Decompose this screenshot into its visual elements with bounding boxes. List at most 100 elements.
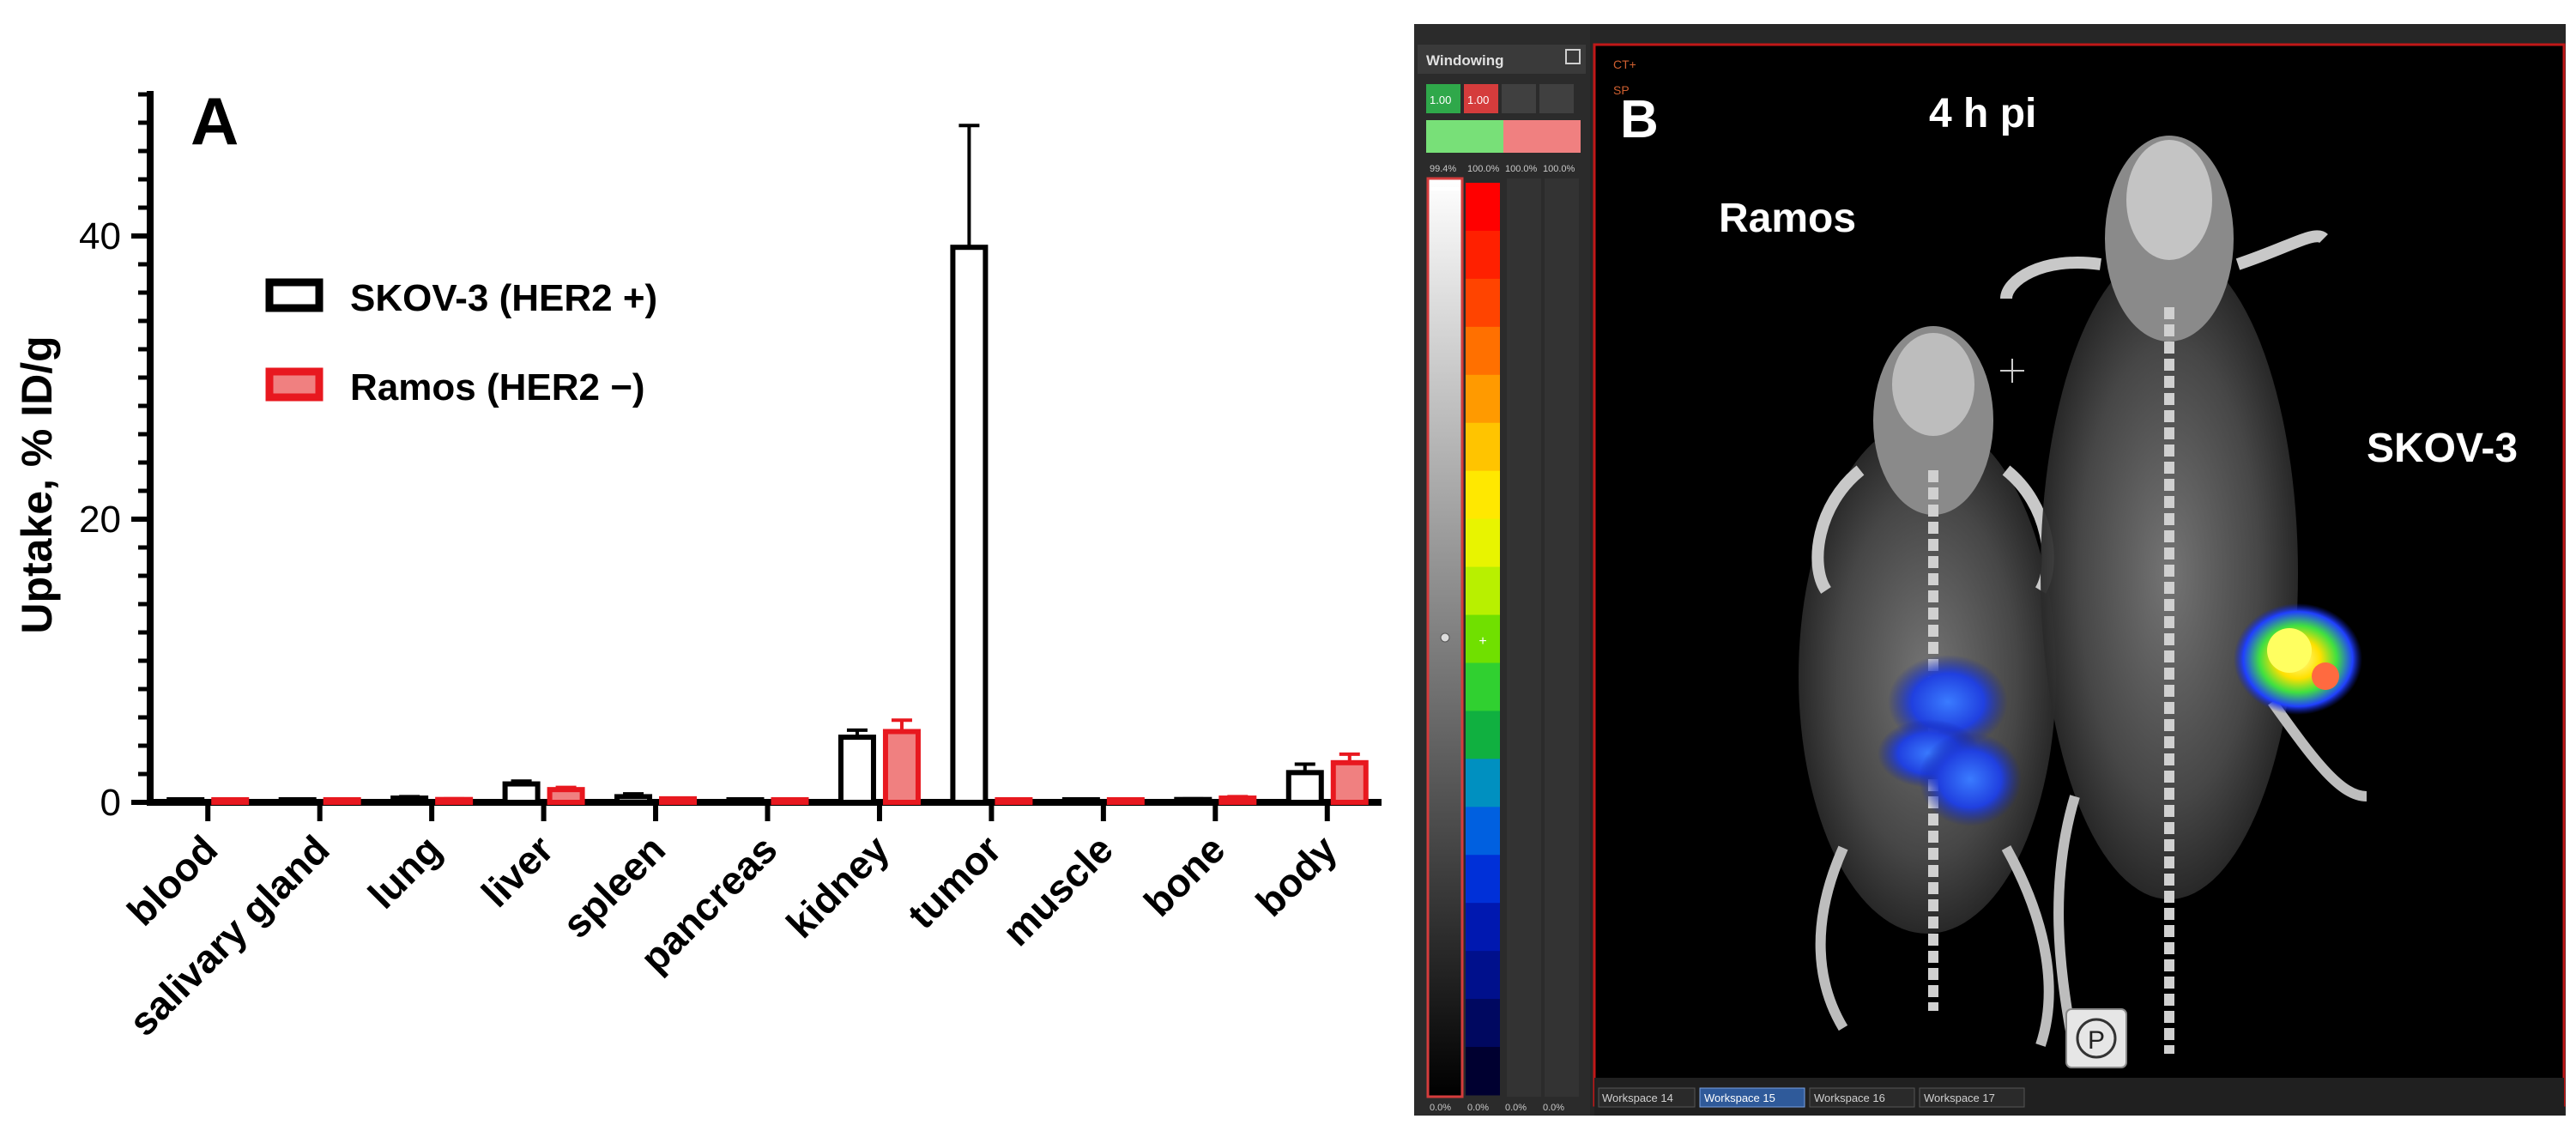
- scale-top-2: 100.0%: [1467, 164, 1500, 174]
- rainbow-scale-band: [1466, 566, 1500, 616]
- workspace-tab-16[interactable]: Workspace 16: [1809, 1087, 1915, 1108]
- bar-ramos: [1330, 759, 1369, 805]
- rainbow-scale-band: [1466, 807, 1500, 856]
- scale-bottom-labels: 0.0% 0.0% 0.0% 0.0%: [1430, 1103, 1564, 1113]
- y-tick-label: 40: [79, 215, 121, 257]
- rainbow-scale-band: [1466, 278, 1500, 328]
- bar-skov3: [1285, 770, 1324, 805]
- rainbow-scale-band: [1466, 951, 1500, 1000]
- x-tick-label: bone: [1135, 826, 1233, 924]
- panel-label-a: A: [190, 83, 239, 159]
- x-tick-label: tumor: [899, 826, 1010, 937]
- scale-bottom-2: 0.0%: [1467, 1103, 1489, 1113]
- p-button[interactable]: P: [2065, 1008, 2127, 1068]
- window-value-red: 1.00: [1467, 94, 1489, 106]
- y-axis-label: Uptake, % ID/g: [13, 336, 61, 633]
- legend-swatch-skov3: [265, 278, 324, 312]
- workspace-tab-label: Workspace 17: [1924, 1092, 1995, 1104]
- bar-ramos: [323, 797, 361, 805]
- bar-ramos: [771, 797, 809, 805]
- gray-scale-handle[interactable]: [1440, 632, 1450, 643]
- bar-ramos: [211, 797, 250, 805]
- x-tick-label: salivary gland: [120, 826, 338, 1044]
- mouse-ramos-image: [1799, 326, 2056, 1047]
- scale-bottom-4: 0.0%: [1543, 1103, 1564, 1113]
- scale-bottom-3: 0.0%: [1505, 1103, 1527, 1113]
- bar-series: [166, 124, 1369, 806]
- workspace-tab-15[interactable]: Workspace 15: [1699, 1087, 1805, 1108]
- empty-scale-3: [1507, 178, 1541, 1097]
- rainbow-color-scale[interactable]: +: [1466, 183, 1500, 1096]
- y-axis: 0 20 40: [79, 91, 154, 824]
- rainbow-scale-band: [1466, 855, 1500, 904]
- rainbow-scale-band: [1466, 662, 1500, 711]
- bar-skov3: [1061, 797, 1100, 805]
- workspace-tab-17[interactable]: Workspace 17: [1919, 1087, 2025, 1108]
- bar-skov3: [166, 797, 205, 805]
- mouse-skov3-image: [2000, 136, 2367, 1055]
- empty-scale-4: [1545, 178, 1579, 1097]
- window-button-3[interactable]: [1502, 84, 1536, 113]
- scale-top-4: 100.0%: [1543, 164, 1575, 174]
- rainbow-scale-handle-icon[interactable]: +: [1478, 634, 1486, 649]
- bar-skov3: [1174, 796, 1212, 806]
- rainbow-scale-band: [1466, 374, 1500, 424]
- x-tick-label: muscle: [994, 826, 1122, 954]
- window-range-green[interactable]: [1426, 120, 1503, 153]
- p-button-label: P: [2088, 1026, 2105, 1055]
- window-value-green: 1.00: [1430, 94, 1451, 106]
- bar-skov3: [950, 245, 989, 805]
- bar-ramos: [547, 787, 585, 806]
- bar-skov3: [502, 781, 541, 805]
- bar-ramos: [1106, 797, 1145, 805]
- workspace-tab-label: Workspace 14: [1602, 1092, 1673, 1104]
- workspace-tab-14[interactable]: Workspace 14: [1598, 1087, 1696, 1108]
- rainbow-scale-band: [1466, 614, 1500, 663]
- imaging-viewer: Windowing 1.00 1.00 99.4% 100.0% 100.0% …: [1414, 24, 2566, 1116]
- workspace-tab-label: Workspace 16: [1814, 1092, 1885, 1104]
- bar-skov3: [838, 735, 876, 805]
- bar-ramos: [659, 795, 698, 805]
- x-tick-label: lung: [360, 826, 450, 916]
- scale-top-3: 100.0%: [1505, 164, 1538, 174]
- scale-top-labels: 99.4% 100.0% 100.0% 100.0%: [1430, 164, 1575, 174]
- bar-ramos: [1218, 795, 1257, 805]
- legend-label-ramos: Ramos (HER2 −): [350, 366, 645, 408]
- workspace-tab-label: Workspace 15: [1704, 1092, 1775, 1104]
- rainbow-scale-band: [1466, 759, 1500, 807]
- overlay-tag-sp: SP: [1613, 83, 1630, 97]
- rainbow-scale-band: [1466, 183, 1500, 232]
- windowing-header: [1418, 45, 1586, 74]
- windowing-title: Windowing: [1426, 52, 1504, 69]
- x-tick-label: body: [1247, 826, 1345, 925]
- bar-skov3: [278, 797, 317, 805]
- rainbow-scale-band: [1466, 1047, 1500, 1096]
- y-tick-label: 20: [79, 499, 121, 541]
- legend: SKOV-3 (HER2 +) Ramos (HER2 −): [265, 277, 657, 408]
- scale-top-1: 99.4%: [1430, 164, 1456, 174]
- y-tick-label: 0: [100, 782, 121, 824]
- window-button-green[interactable]: [1426, 84, 1460, 113]
- x-tick-label: liver: [473, 826, 562, 916]
- window-range-red[interactable]: [1503, 120, 1581, 153]
- rainbow-scale-band: [1466, 903, 1500, 952]
- bar-skov3: [390, 795, 429, 805]
- rainbow-scale-band: [1466, 999, 1500, 1048]
- overlay-tag-ct: CT+: [1613, 57, 1636, 71]
- window-button-4[interactable]: [1539, 84, 1574, 113]
- rainbow-scale-band: [1466, 518, 1500, 568]
- bar-skov3: [726, 797, 765, 805]
- crosshair-icon[interactable]: [2000, 359, 2024, 383]
- restore-icon[interactable]: [1565, 49, 1581, 64]
- legend-label-skov3: SKOV-3 (HER2 +): [350, 277, 657, 319]
- rainbow-scale-band: [1466, 422, 1500, 472]
- rainbow-scale-band: [1466, 230, 1500, 280]
- mouse-label-skov3: SKOV-3: [2367, 426, 2518, 471]
- x-tick-label: blood: [118, 826, 226, 934]
- gray-scale-marker[interactable]: [1430, 187, 1460, 191]
- panel-label-b: B: [1620, 90, 1659, 149]
- window-button-red[interactable]: [1464, 84, 1498, 113]
- legend-swatch-ramos: [265, 367, 324, 402]
